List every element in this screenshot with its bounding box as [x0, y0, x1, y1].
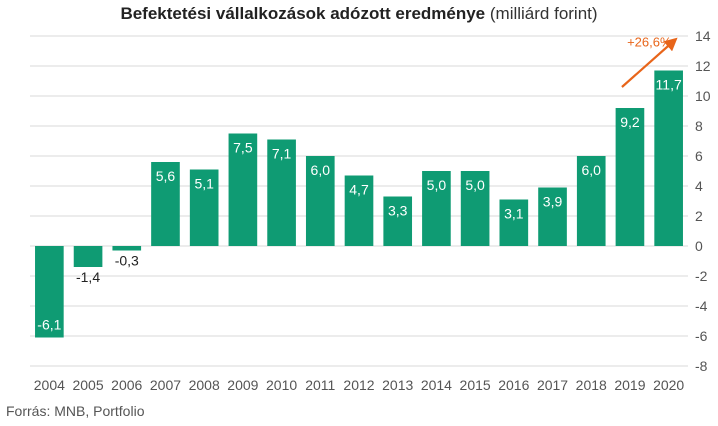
data-label: 4,7: [349, 182, 369, 198]
data-label: 5,0: [465, 177, 485, 193]
bar: [189, 169, 219, 246]
x-tick-label: 2009: [227, 377, 258, 393]
data-label: 9,2: [620, 114, 640, 130]
bar: [422, 171, 451, 246]
chart-title-main: Befektetési vállalkozások adózott eredmé…: [120, 4, 486, 23]
y-tick-label: 14: [695, 28, 711, 44]
data-label: 6,0: [311, 162, 331, 178]
bars: [35, 70, 683, 338]
bar: [499, 199, 529, 246]
bar: [576, 156, 606, 246]
data-label: -6,1: [37, 317, 61, 333]
y-tick-label: 4: [695, 178, 703, 194]
source-note: Forrás: MNB, Portfolio: [6, 403, 145, 419]
data-label: -1,4: [76, 269, 100, 285]
x-tick-label: 2008: [189, 377, 220, 393]
x-tick-label: 2013: [382, 377, 413, 393]
x-tick-label: 2004: [34, 377, 65, 393]
x-tick-label: 2007: [150, 377, 181, 393]
chart-title: Befektetési vállalkozások adózott eredmé…: [0, 4, 718, 24]
y-tick-label: -8: [695, 358, 708, 374]
x-tick-label: 2019: [614, 377, 645, 393]
data-label: 6,0: [582, 162, 602, 178]
bar: [73, 246, 103, 267]
y-tick-label: 8: [695, 118, 703, 134]
bar: [538, 187, 567, 246]
x-tick-label: 2015: [460, 377, 491, 393]
data-label: 5,0: [427, 177, 447, 193]
bar: [615, 108, 645, 246]
x-tick-label: 2011: [305, 377, 335, 393]
bar: [460, 171, 490, 246]
x-tick-label: 2005: [72, 377, 103, 393]
bar: [383, 196, 413, 246]
data-labels: -6,1 -1,4 -0,3 5,6 5,1 7,5 7,1 6,0 4,7 3,3 5,0 5,0 3…: [37, 77, 682, 333]
x-axis-labels: 2004 2005 2006 2007 2008 2009 2010 2011 2012 2013…: [34, 377, 685, 393]
bar: [267, 139, 296, 246]
data-label: 5,6: [156, 168, 176, 184]
data-label: 3,3: [388, 203, 408, 219]
bar: [35, 246, 64, 338]
annotation-label: +26,6%: [627, 35, 672, 50]
data-label: 11,7: [656, 77, 682, 93]
bar: [228, 133, 258, 246]
y-tick-label: 6: [695, 148, 703, 164]
y-tick-label: -2: [695, 268, 708, 284]
x-tick-label: 2016: [498, 377, 529, 393]
bar: [151, 162, 180, 246]
bar: [305, 156, 335, 246]
x-tick-label: 2017: [537, 377, 568, 393]
x-tick-label: 2020: [653, 377, 684, 393]
y-tick-label: 2: [695, 208, 703, 224]
data-label: 7,5: [233, 140, 253, 156]
y-axis-ticks: 14 12 10 8 6 4 2 0 -2 -4 -6 -8: [695, 28, 711, 374]
bar: [654, 70, 683, 246]
x-tick-label: 2018: [576, 377, 607, 393]
y-tick-label: -6: [695, 328, 708, 344]
data-label: 3,9: [543, 194, 563, 210]
x-tick-label: 2014: [421, 377, 452, 393]
y-tick-label: -4: [695, 298, 708, 314]
x-tick-label: 2006: [111, 377, 142, 393]
data-label: 3,1: [504, 206, 524, 222]
y-tick-label: 0: [695, 238, 703, 254]
bar: [112, 246, 142, 251]
growth-annotation: +26,6%: [621, 35, 678, 88]
data-label: -0,3: [115, 253, 139, 269]
data-label: 5,1: [194, 176, 214, 192]
chart-title-unit: (milliárd forint): [489, 4, 598, 23]
arrow-up-right-icon: [621, 37, 678, 88]
y-tick-label: 12: [695, 58, 711, 74]
x-tick-label: 2012: [343, 377, 374, 393]
y-tick-label: 10: [695, 88, 711, 104]
data-label: 7,1: [272, 146, 292, 162]
bar: [344, 175, 374, 246]
x-tick-label: 2010: [266, 377, 297, 393]
